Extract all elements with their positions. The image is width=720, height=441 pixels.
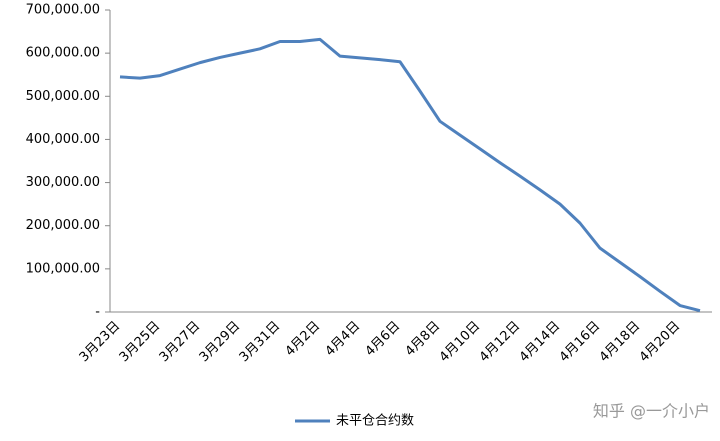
- x-tick-label: 3月29日: [197, 319, 244, 366]
- x-tick-label: 4月2日: [283, 319, 324, 360]
- x-tick-label: 4月14日: [517, 319, 564, 366]
- legend-label: 未平仓合约数: [336, 414, 414, 429]
- x-tick-label: 4月20日: [637, 319, 684, 366]
- x-tick-label: 4月16日: [557, 319, 604, 366]
- y-tick-label: 600,000.00: [26, 46, 100, 61]
- line: [119, 37, 701, 313]
- y-tick-label: 400,000.00: [26, 132, 100, 147]
- x-tick-label: 3月31日: [237, 319, 284, 366]
- watermark: 知乎 @一介小户: [593, 402, 710, 421]
- x-tick-label: 3月23日: [77, 319, 124, 366]
- y-tick-label: 700,000.00: [26, 3, 100, 18]
- y-tick-label: -: [95, 305, 100, 320]
- x-tick-label: 4月10日: [437, 319, 484, 366]
- y-tick-label: 100,000.00: [26, 261, 100, 276]
- x-tick-label: 3月25日: [117, 319, 164, 366]
- y-tick-label: 200,000.00: [26, 218, 100, 233]
- x-tick-label: 4月12日: [477, 319, 524, 366]
- y-tick-label: 500,000.00: [26, 89, 100, 104]
- x-tick-label: 4月4日: [323, 319, 364, 360]
- x-tick-label: 3月27日: [157, 319, 204, 366]
- y-tick-label: 300,000.00: [26, 175, 100, 190]
- x-tick-label: 4月18日: [597, 319, 644, 366]
- x-tick-label: 4月6日: [363, 319, 404, 360]
